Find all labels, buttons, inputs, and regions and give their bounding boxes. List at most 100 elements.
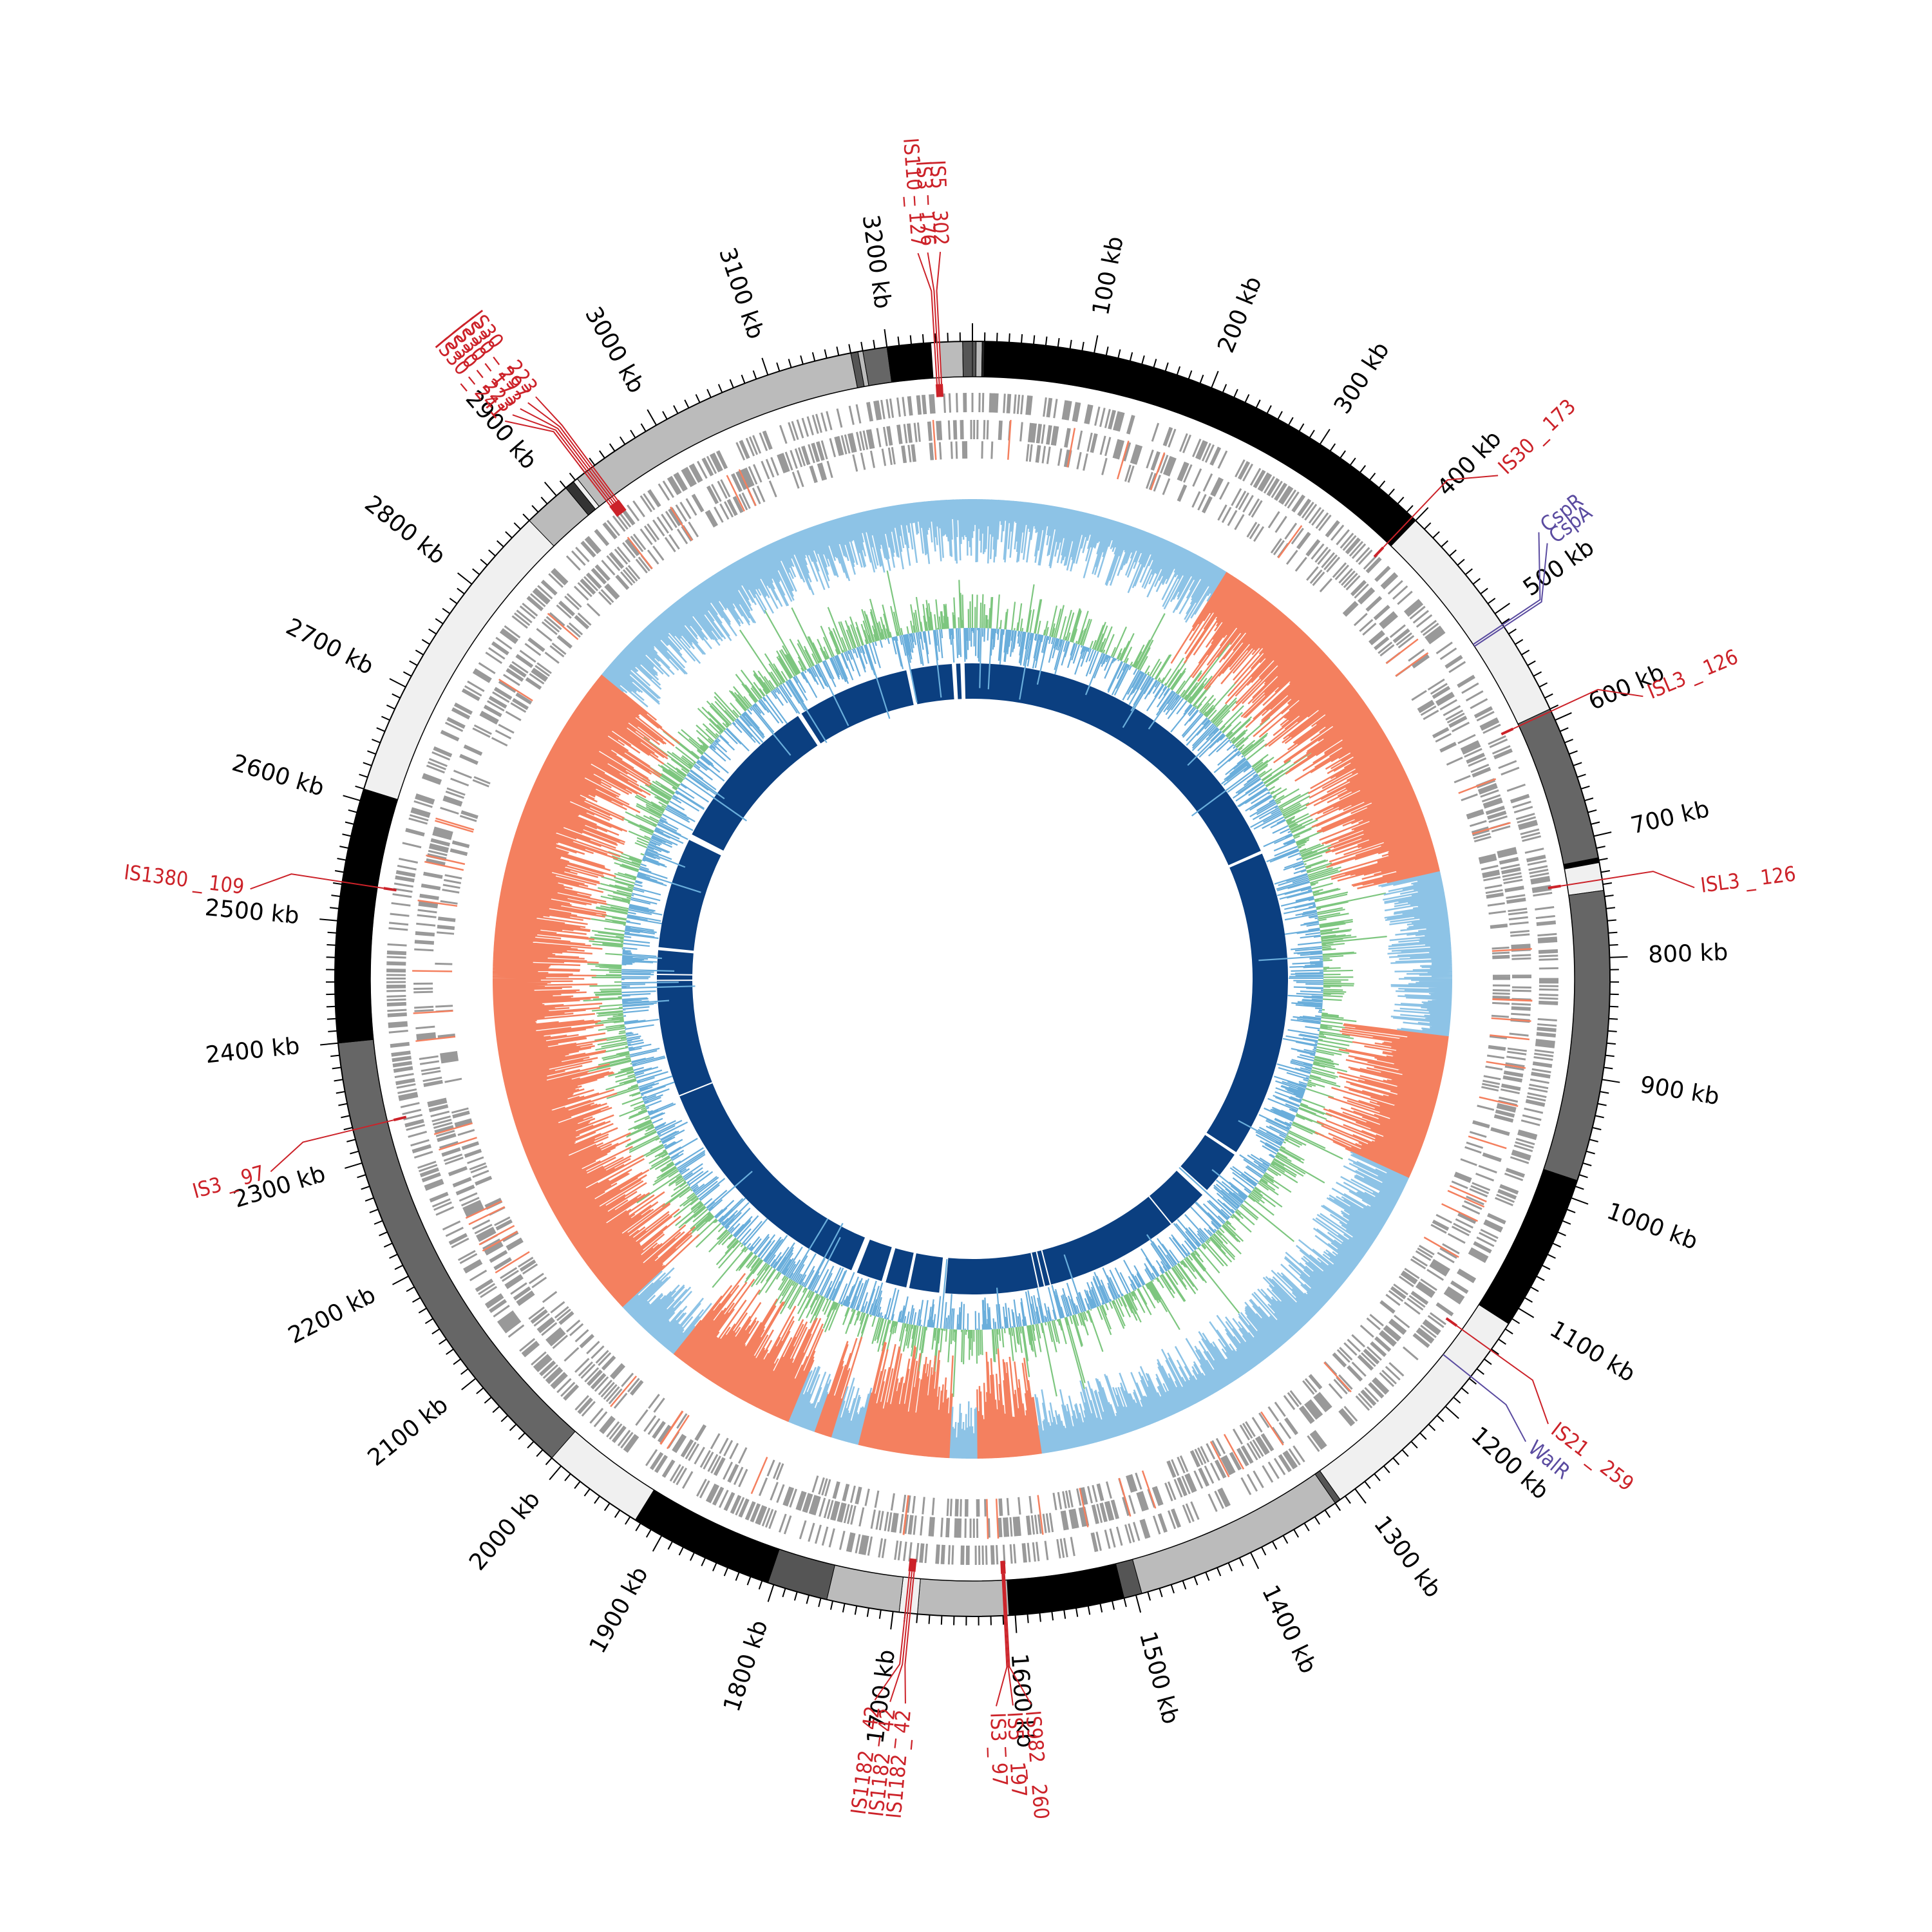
- tick-label: 1000 kb: [1604, 1198, 1701, 1255]
- is-marker: [609, 505, 620, 517]
- tick-label: 300 kb: [1329, 337, 1395, 419]
- tick-label: 1400 kb: [1256, 1581, 1321, 1678]
- contig-segment: [767, 1548, 835, 1600]
- gene-leader-line: [1472, 532, 1541, 645]
- is-leader-line: [250, 873, 384, 890]
- gc-skew-negative: [601, 498, 1453, 1459]
- is-leader-line: [527, 402, 617, 502]
- is-marker: [393, 1115, 407, 1122]
- gene-feature-marks: [386, 393, 1559, 1565]
- is-marker: [1501, 727, 1514, 735]
- is-leader-line: [1383, 475, 1499, 548]
- tick-label: 1800 kb: [719, 1617, 773, 1715]
- is-leader-line: [535, 396, 618, 501]
- is-marker: [908, 1558, 913, 1572]
- is-marker: [611, 504, 621, 516]
- is-label: IS5 _ 302: [925, 160, 954, 246]
- gene-features-track: [386, 393, 1559, 1565]
- is-marker: [1373, 546, 1385, 558]
- is-leader-line: [904, 1571, 915, 1704]
- is-leader-line: [874, 1571, 911, 1701]
- is-leader-line: [520, 408, 615, 504]
- tick-label: 700 kb: [1628, 796, 1712, 840]
- tick-label: 1100 kb: [1545, 1316, 1640, 1388]
- is-label: IS5 _ 197: [1003, 1711, 1032, 1798]
- tick-label: 2800 kb: [359, 491, 450, 570]
- tick-label: 2100 kb: [363, 1392, 453, 1472]
- is-marker: [612, 502, 623, 515]
- is-leader-line: [1456, 1325, 1549, 1425]
- gc-content-track: [547, 570, 1387, 1397]
- is-leader-line: [1560, 871, 1695, 889]
- alignment-block: [910, 664, 954, 705]
- tick-label: 1500 kb: [1134, 1629, 1184, 1727]
- alignment-block: [857, 1239, 892, 1282]
- gene-leader-line: [1473, 543, 1548, 647]
- contig-segment: [886, 342, 934, 383]
- tick-label: 2200 kb: [284, 1282, 380, 1349]
- is-label: IS3 _ 176: [911, 160, 941, 247]
- is-marker: [938, 384, 942, 397]
- is-label: IS30 _ 173: [1493, 394, 1580, 479]
- gc-skew-positive: [492, 571, 1449, 1459]
- tick-label: 2000 kb: [464, 1486, 545, 1576]
- rna-feature-marks: [412, 419, 1533, 1539]
- is-marker: [614, 500, 625, 513]
- tick-label: 3100 kb: [714, 244, 769, 342]
- is-leader-line: [936, 252, 943, 384]
- tick-label: 3000 kb: [580, 303, 649, 398]
- insertion-sequence-markers: [383, 384, 1561, 1574]
- contig-segment: [975, 341, 983, 377]
- is-leader-line: [512, 414, 613, 505]
- tick-label: 100 kb: [1088, 234, 1129, 317]
- alignment-block: [909, 1253, 943, 1293]
- is-marker: [383, 887, 397, 892]
- alignment-block: [658, 840, 721, 951]
- scale-tick-marks: [319, 323, 1628, 1633]
- alignment-block: [1180, 1135, 1235, 1191]
- is-leader-line: [504, 420, 611, 507]
- is-leader-line: [270, 1119, 394, 1173]
- is-label: ISL3 _ 126: [1699, 861, 1797, 897]
- contig-ring-inner-edge: [370, 376, 1575, 1582]
- is-marker: [1445, 1317, 1458, 1327]
- is-label: IS1380 _ 109: [122, 860, 245, 899]
- is-marker: [935, 384, 940, 397]
- contig-segment: [826, 1564, 904, 1613]
- gc-content-below: [621, 627, 1324, 1330]
- contig-segment: [1132, 1473, 1336, 1595]
- contig-segment: [962, 341, 973, 377]
- is-leader-line: [1002, 1573, 1014, 1706]
- inner-alignment-ring: [657, 663, 1288, 1294]
- is-marker: [913, 1558, 917, 1572]
- scale-ticks: [319, 323, 1628, 1633]
- is-marker: [1548, 884, 1561, 889]
- is-label: IS3 _ 97: [985, 1712, 1012, 1787]
- tick-label: 2600 kb: [229, 750, 327, 801]
- is-leader-line: [889, 1571, 913, 1703]
- is-marker: [616, 499, 627, 512]
- alignment-block: [972, 663, 1261, 866]
- alignment-block: [886, 1248, 914, 1288]
- tick-label: 2400 kb: [204, 1033, 301, 1069]
- tick-label: 900 kb: [1638, 1072, 1721, 1110]
- tick-label: 2700 kb: [281, 614, 377, 681]
- alignment-block-breaks: [657, 973, 1208, 1288]
- tick-label: 3200 kb: [857, 213, 896, 310]
- contig-segment: [939, 341, 964, 378]
- tick-label: 2500 kb: [204, 895, 300, 929]
- tick-label: 1900 kb: [584, 1562, 653, 1658]
- alignment-block: [1206, 853, 1288, 1153]
- contig-segment: [972, 341, 977, 377]
- tick-label: 200 kb: [1213, 273, 1267, 357]
- is-leader-line: [1513, 688, 1643, 730]
- contig-segment: [551, 1430, 655, 1520]
- is-leader-line: [1003, 1573, 1032, 1705]
- is-marker: [1000, 1560, 1004, 1574]
- alignment-block: [692, 715, 818, 851]
- is-leader-line: [917, 252, 938, 384]
- alignment-block: [956, 663, 962, 699]
- is-marker: [910, 1558, 914, 1572]
